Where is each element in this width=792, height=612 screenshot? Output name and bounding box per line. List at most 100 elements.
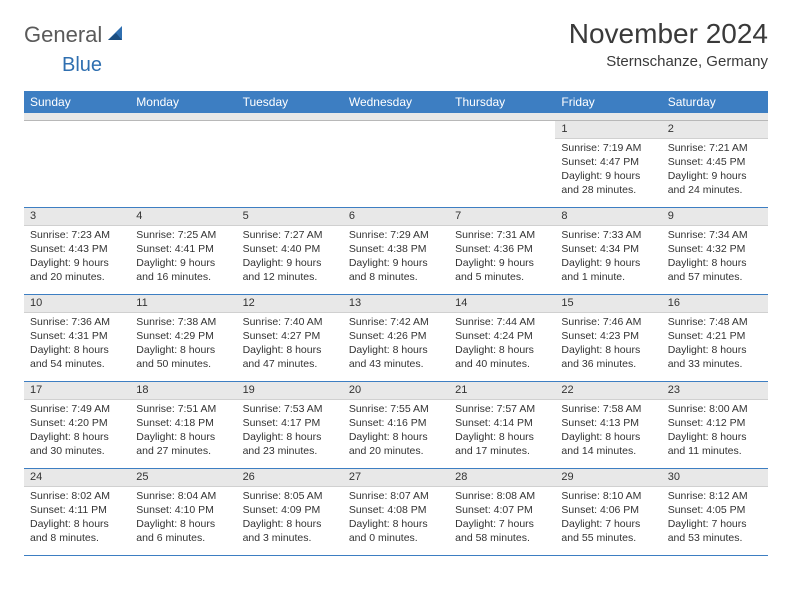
- day-body: Sunrise: 7:23 AMSunset: 4:43 PMDaylight:…: [24, 226, 130, 289]
- day-body: Sunrise: 7:48 AMSunset: 4:21 PMDaylight:…: [662, 313, 768, 376]
- day-number: 1: [555, 121, 661, 139]
- sunrise-line: Sunrise: 8:04 AM: [136, 489, 230, 503]
- daylight-line: Daylight: 8 hours and 30 minutes.: [30, 430, 124, 458]
- daylight-line: Daylight: 8 hours and 23 minutes.: [243, 430, 337, 458]
- sunrise-line: Sunrise: 7:25 AM: [136, 228, 230, 242]
- day-body: Sunrise: 7:29 AMSunset: 4:38 PMDaylight:…: [343, 226, 449, 289]
- day-body: Sunrise: 7:57 AMSunset: 4:14 PMDaylight:…: [449, 400, 555, 463]
- daylight-line: Daylight: 8 hours and 47 minutes.: [243, 343, 337, 371]
- sail-icon: [106, 22, 126, 48]
- day-cell: 24Sunrise: 8:02 AMSunset: 4:11 PMDayligh…: [24, 469, 130, 555]
- day-body: Sunrise: 8:04 AMSunset: 4:10 PMDaylight:…: [130, 487, 236, 550]
- daylight-line: Daylight: 8 hours and 20 minutes.: [349, 430, 443, 458]
- day-number: 16: [662, 295, 768, 313]
- day-cell: [237, 121, 343, 207]
- sunset-line: Sunset: 4:27 PM: [243, 329, 337, 343]
- day-body: Sunrise: 7:25 AMSunset: 4:41 PMDaylight:…: [130, 226, 236, 289]
- day-number: 24: [24, 469, 130, 487]
- calendar: SundayMondayTuesdayWednesdayThursdayFrid…: [24, 91, 768, 556]
- day-body: Sunrise: 7:19 AMSunset: 4:47 PMDaylight:…: [555, 139, 661, 202]
- day-cell: 18Sunrise: 7:51 AMSunset: 4:18 PMDayligh…: [130, 382, 236, 468]
- sunrise-line: Sunrise: 7:51 AM: [136, 402, 230, 416]
- sunset-line: Sunset: 4:45 PM: [668, 155, 762, 169]
- sunset-line: Sunset: 4:08 PM: [349, 503, 443, 517]
- sunrise-line: Sunrise: 7:33 AM: [561, 228, 655, 242]
- day-number: 29: [555, 469, 661, 487]
- day-number: 26: [237, 469, 343, 487]
- day-body: Sunrise: 7:44 AMSunset: 4:24 PMDaylight:…: [449, 313, 555, 376]
- day-number: 12: [237, 295, 343, 313]
- day-cell: 15Sunrise: 7:46 AMSunset: 4:23 PMDayligh…: [555, 295, 661, 381]
- day-body: Sunrise: 8:05 AMSunset: 4:09 PMDaylight:…: [237, 487, 343, 550]
- day-cell: 21Sunrise: 7:57 AMSunset: 4:14 PMDayligh…: [449, 382, 555, 468]
- day-cell: 13Sunrise: 7:42 AMSunset: 4:26 PMDayligh…: [343, 295, 449, 381]
- day-body: Sunrise: 7:27 AMSunset: 4:40 PMDaylight:…: [237, 226, 343, 289]
- sunrise-line: Sunrise: 7:40 AM: [243, 315, 337, 329]
- day-cell: 20Sunrise: 7:55 AMSunset: 4:16 PMDayligh…: [343, 382, 449, 468]
- sunset-line: Sunset: 4:13 PM: [561, 416, 655, 430]
- day-cell: [24, 121, 130, 207]
- daylight-line: Daylight: 7 hours and 53 minutes.: [668, 517, 762, 545]
- day-number: 11: [130, 295, 236, 313]
- sunrise-line: Sunrise: 7:49 AM: [30, 402, 124, 416]
- day-number: 23: [662, 382, 768, 400]
- sunrise-line: Sunrise: 7:55 AM: [349, 402, 443, 416]
- day-cell: 8Sunrise: 7:33 AMSunset: 4:34 PMDaylight…: [555, 208, 661, 294]
- day-cell: 17Sunrise: 7:49 AMSunset: 4:20 PMDayligh…: [24, 382, 130, 468]
- weeks-container: 1Sunrise: 7:19 AMSunset: 4:47 PMDaylight…: [24, 121, 768, 556]
- day-number: 9: [662, 208, 768, 226]
- day-number: 28: [449, 469, 555, 487]
- week-row: 1Sunrise: 7:19 AMSunset: 4:47 PMDaylight…: [24, 121, 768, 208]
- sunset-line: Sunset: 4:10 PM: [136, 503, 230, 517]
- day-body: Sunrise: 7:42 AMSunset: 4:26 PMDaylight:…: [343, 313, 449, 376]
- sunset-line: Sunset: 4:32 PM: [668, 242, 762, 256]
- weekday-header: Sunday: [24, 91, 130, 113]
- daylight-line: Daylight: 9 hours and 16 minutes.: [136, 256, 230, 284]
- day-number: 21: [449, 382, 555, 400]
- sunrise-line: Sunrise: 8:10 AM: [561, 489, 655, 503]
- sunset-line: Sunset: 4:41 PM: [136, 242, 230, 256]
- day-number: 3: [24, 208, 130, 226]
- day-body: Sunrise: 7:49 AMSunset: 4:20 PMDaylight:…: [24, 400, 130, 463]
- sunrise-line: Sunrise: 8:05 AM: [243, 489, 337, 503]
- daylight-line: Daylight: 8 hours and 6 minutes.: [136, 517, 230, 545]
- day-number: 17: [24, 382, 130, 400]
- day-number: 20: [343, 382, 449, 400]
- day-cell: 2Sunrise: 7:21 AMSunset: 4:45 PMDaylight…: [662, 121, 768, 207]
- day-cell: 6Sunrise: 7:29 AMSunset: 4:38 PMDaylight…: [343, 208, 449, 294]
- daylight-line: Daylight: 9 hours and 12 minutes.: [243, 256, 337, 284]
- daylight-line: Daylight: 9 hours and 5 minutes.: [455, 256, 549, 284]
- day-body: Sunrise: 7:40 AMSunset: 4:27 PMDaylight:…: [237, 313, 343, 376]
- day-body: Sunrise: 8:08 AMSunset: 4:07 PMDaylight:…: [449, 487, 555, 550]
- sunrise-line: Sunrise: 8:08 AM: [455, 489, 549, 503]
- day-number: 2: [662, 121, 768, 139]
- day-number: 7: [449, 208, 555, 226]
- weekday-header: Saturday: [662, 91, 768, 113]
- sunset-line: Sunset: 4:21 PM: [668, 329, 762, 343]
- sunset-line: Sunset: 4:12 PM: [668, 416, 762, 430]
- sunrise-line: Sunrise: 7:21 AM: [668, 141, 762, 155]
- day-cell: 12Sunrise: 7:40 AMSunset: 4:27 PMDayligh…: [237, 295, 343, 381]
- day-body: Sunrise: 7:33 AMSunset: 4:34 PMDaylight:…: [555, 226, 661, 289]
- sunrise-line: Sunrise: 7:53 AM: [243, 402, 337, 416]
- week-row: 3Sunrise: 7:23 AMSunset: 4:43 PMDaylight…: [24, 208, 768, 295]
- day-body: Sunrise: 7:46 AMSunset: 4:23 PMDaylight:…: [555, 313, 661, 376]
- day-body: Sunrise: 7:34 AMSunset: 4:32 PMDaylight:…: [662, 226, 768, 289]
- daylight-line: Daylight: 8 hours and 36 minutes.: [561, 343, 655, 371]
- sunset-line: Sunset: 4:07 PM: [455, 503, 549, 517]
- daylight-line: Daylight: 9 hours and 1 minute.: [561, 256, 655, 284]
- sunset-line: Sunset: 4:23 PM: [561, 329, 655, 343]
- day-body: Sunrise: 7:55 AMSunset: 4:16 PMDaylight:…: [343, 400, 449, 463]
- sunset-line: Sunset: 4:05 PM: [668, 503, 762, 517]
- day-number: 27: [343, 469, 449, 487]
- sunrise-line: Sunrise: 7:38 AM: [136, 315, 230, 329]
- day-cell: 16Sunrise: 7:48 AMSunset: 4:21 PMDayligh…: [662, 295, 768, 381]
- logo-text-blue: Blue: [62, 54, 792, 77]
- day-cell: 22Sunrise: 7:58 AMSunset: 4:13 PMDayligh…: [555, 382, 661, 468]
- sunset-line: Sunset: 4:24 PM: [455, 329, 549, 343]
- sunrise-line: Sunrise: 7:27 AM: [243, 228, 337, 242]
- day-number: 18: [130, 382, 236, 400]
- week-row: 17Sunrise: 7:49 AMSunset: 4:20 PMDayligh…: [24, 382, 768, 469]
- day-body: Sunrise: 7:36 AMSunset: 4:31 PMDaylight:…: [24, 313, 130, 376]
- weekday-header: Wednesday: [343, 91, 449, 113]
